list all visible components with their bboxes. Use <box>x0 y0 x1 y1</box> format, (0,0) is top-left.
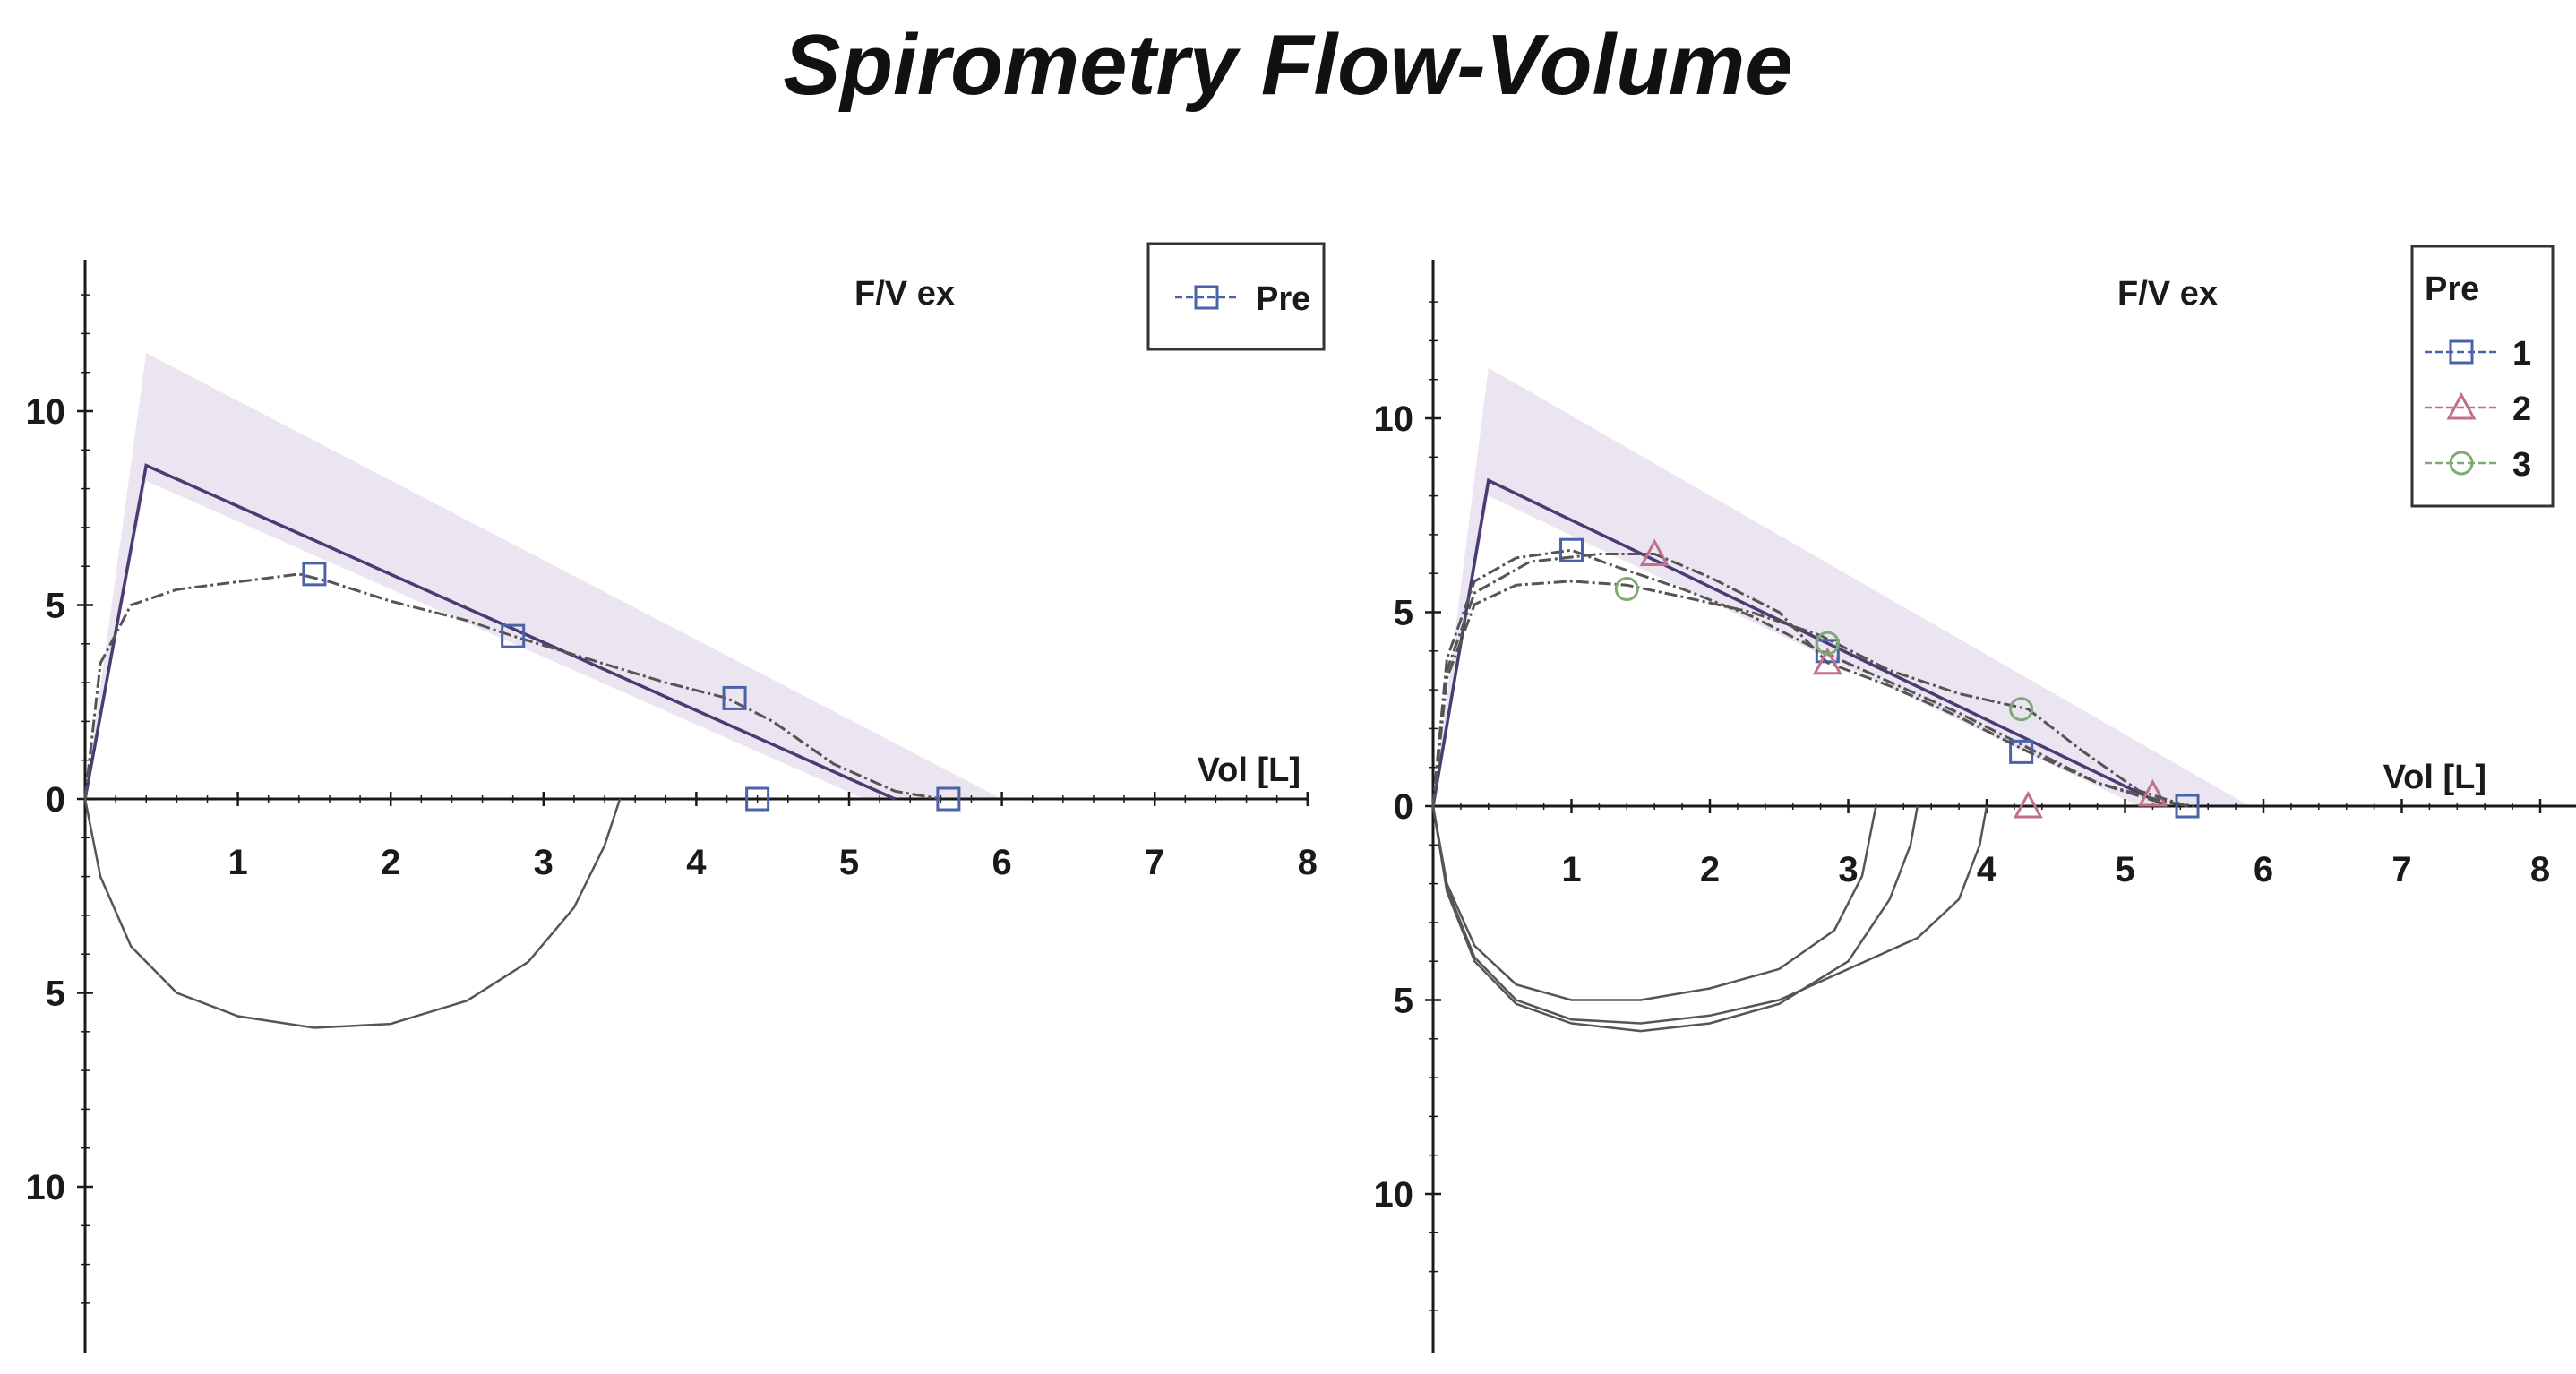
x-tick-label: 2 <box>381 843 400 882</box>
x-tick-label: 3 <box>1838 850 1858 889</box>
x-tick-label: 5 <box>2115 850 2134 889</box>
legend-marker-triangle <box>2446 391 2477 420</box>
x-tick-label: 1 <box>1561 850 1581 889</box>
inspiratory-curve-2 <box>1431 805 1919 1033</box>
predicted-normal-band <box>1433 367 2250 806</box>
y-tick-label: 10 <box>1374 399 1414 439</box>
data-marker-triangle <box>1812 647 1842 675</box>
data-marker-triangle <box>2137 778 2168 807</box>
legend-marker-circle <box>2449 451 2474 476</box>
flow-volume-chart-trials: 1 2 3 4 5 6 7 8 10 5 0 5 10 F/V ex Vol [L] Pre 1 2 3 <box>1374 245 2576 1353</box>
data-marker-square <box>745 786 770 812</box>
inspiratory-curve-1 <box>1431 805 1877 1001</box>
x-axis-title: Vol [L] <box>1198 751 1301 789</box>
y-axis-title: F/V ex <box>854 275 955 313</box>
expiratory-curve-1 <box>83 572 941 801</box>
data-marker-square <box>722 685 747 710</box>
y-tick-label: 0 <box>1394 787 1413 827</box>
x-tick-label: 5 <box>839 843 859 882</box>
legend-entry-1: 1 <box>2512 335 2531 373</box>
x-tick-label: 6 <box>2254 850 2273 889</box>
data-marker-square <box>936 786 961 812</box>
data-marker-square <box>2009 739 2034 764</box>
data-marker-circle <box>1614 577 1639 602</box>
data-marker-circle <box>1815 631 1840 656</box>
expiratory-curve-2 <box>1431 553 2188 808</box>
y-tick-label: 10 <box>1374 1175 1414 1215</box>
legend-marker-square <box>2449 339 2474 365</box>
data-marker-square <box>302 562 327 587</box>
expiratory-curve-3 <box>1431 580 2188 808</box>
x-tick-label: 7 <box>2391 850 2411 889</box>
legend-title: Pre <box>2425 271 2479 308</box>
x-tick-label: 2 <box>1700 850 1720 889</box>
y-tick-label: 0 <box>46 780 65 820</box>
data-marker-circle <box>2009 697 2034 722</box>
y-tick-label: 5 <box>46 587 65 626</box>
x-tick-label: 4 <box>1977 850 1997 889</box>
y-tick-label: 10 <box>26 392 66 432</box>
data-marker-square <box>501 623 526 648</box>
y-tick-label: 5 <box>1394 982 1413 1021</box>
y-axis-title: F/V ex <box>2117 275 2218 313</box>
x-tick-label: 3 <box>534 843 554 882</box>
x-axis-title: Vol [L] <box>2383 759 2486 796</box>
page-title: Spirometry Flow-Volume <box>783 17 1793 113</box>
y-tick-label: 10 <box>26 1168 66 1207</box>
data-marker-square <box>2175 794 2200 819</box>
y-tick-label: 5 <box>46 975 65 1014</box>
x-tick-label: 1 <box>228 843 247 882</box>
inspiratory-curve-3 <box>1431 805 1988 1025</box>
legend-entry-2: 2 <box>2512 391 2531 428</box>
x-tick-label: 7 <box>1145 843 1164 882</box>
data-marker-triangle <box>2013 790 2043 819</box>
x-tick-label: 4 <box>686 843 707 882</box>
legend-marker-square <box>1194 285 1219 310</box>
predicted-normal-band <box>85 353 1002 799</box>
y-tick-label: 5 <box>1394 594 1413 633</box>
legend-entry-1: Pre <box>1256 280 1310 318</box>
x-tick-label: 8 <box>2530 850 2550 889</box>
predicted-line <box>83 463 896 801</box>
flow-volume-chart-pre: 1 2 3 4 5 6 7 8 10 5 0 5 10 F/V ex Vol [L] Pre <box>26 242 1326 1353</box>
x-tick-label: 6 <box>992 843 1011 882</box>
predicted-line <box>1431 477 2168 808</box>
data-marker-square <box>1559 537 1584 562</box>
x-tick-label: 8 <box>1298 843 1318 882</box>
data-marker-triangle <box>1639 538 1670 567</box>
inspiratory-curve-1 <box>83 798 622 1029</box>
legend-entry-3: 3 <box>2512 446 2531 484</box>
